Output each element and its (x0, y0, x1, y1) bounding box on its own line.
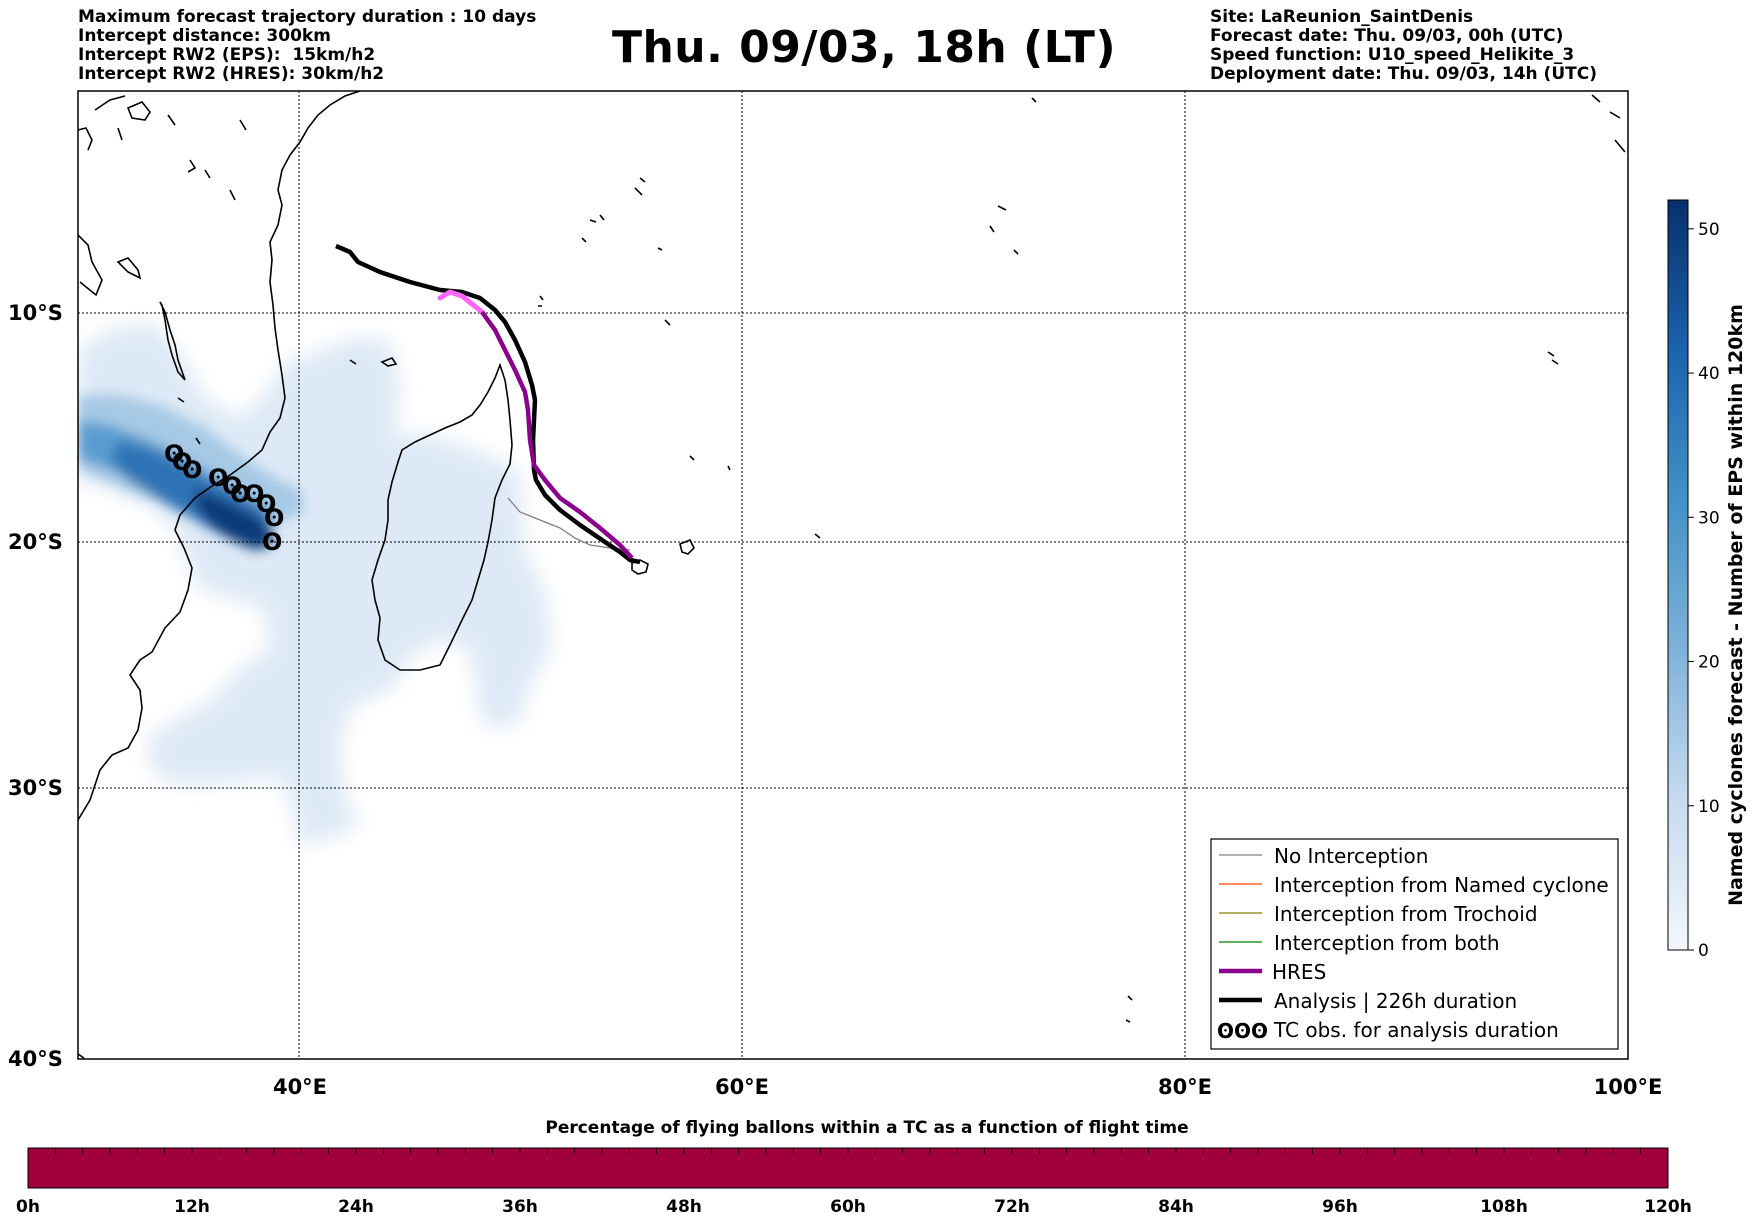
hres-track-early (437, 289, 485, 315)
flight-time-tick-label: 12h (174, 1197, 210, 1217)
coast-comoros (177, 357, 398, 445)
header-right-line1: Site: LaReunion_SaintDenis (1210, 7, 1474, 27)
colorbar-tick-label: 50 (1698, 220, 1720, 240)
colorbar-ticks: 0 10 20 30 40 50 (1688, 220, 1720, 961)
legend-box (1210, 838, 1619, 1050)
tc-obs-symbol: ʘ (172, 448, 192, 476)
lat-label-10s: 10°S (8, 301, 63, 325)
legend-label-both: Interception from both (1274, 931, 1500, 955)
legend-label-tc-obs: TC obs. for analysis duration (1273, 1018, 1559, 1042)
flight-time-tick-label: 84h (1158, 1197, 1194, 1217)
flight-time-bar-fill (27, 1147, 1669, 1189)
lon-label-60e: 60°E (715, 1075, 769, 1099)
flight-time-tick-label: 72h (994, 1197, 1030, 1217)
flight-time-tick-label: 36h (502, 1197, 538, 1217)
colorbar-tick-label: 0 (1698, 941, 1709, 961)
tc-obs-symbol: ʘ (222, 472, 242, 500)
legend: ʘʘʘ No Interception Interception from Na… (1210, 838, 1619, 1050)
colorbar-tick-label: 20 (1698, 653, 1720, 673)
tc-obs-symbols: ʘ ʘ ʘ ʘ ʘ ʘ ʘ ʘ ʘ ʘ (164, 440, 284, 556)
legend-label-no-interception: No Interception (1274, 844, 1428, 868)
tc-obs-symbol: ʘ (244, 480, 264, 508)
flight-time-bar: Percentage of flying ballons within a TC… (16, 1118, 1692, 1217)
flight-time-tick-label: 60h (830, 1197, 866, 1217)
lat-labels: 10°S 20°S 30°S 40°S (8, 301, 63, 1071)
tc-obs-symbol: ʘ (256, 490, 276, 518)
tc-obs-symbol: ʘ (264, 504, 284, 532)
flight-time-tick-label: 0h (16, 1197, 40, 1217)
coast-madagascar (371, 362, 513, 671)
tc-obs-symbol: ʘ (164, 440, 184, 468)
hres-track (480, 310, 634, 560)
legend-tc-obs-icon: ʘʘʘ (1217, 1019, 1268, 1043)
tc-obs-symbol: ʘ (208, 464, 228, 492)
lon-labels: 40°E 60°E 80°E 100°E (273, 1075, 1662, 1099)
header-left-line1: Maximum forecast trajectory duration : 1… (78, 7, 537, 27)
coastlines (78, 91, 1626, 1059)
flight-time-bar-ticks: 0h 12h 24h 36h 48h 60h 72h 84h 96h 108h 120h (16, 1148, 1692, 1217)
colorbar-gradient (1667, 199, 1689, 951)
lon-label-100e: 100°E (1594, 1075, 1663, 1099)
density-field (78, 322, 552, 845)
colorbar: 0 10 20 30 40 50 Named cyclones forecast - Nu… (1667, 199, 1747, 961)
flight-time-bar-title: Percentage of flying ballons within a TC… (545, 1118, 1188, 1138)
colorbar-tick-label: 10 (1698, 797, 1720, 817)
coast-africa-west (116, 257, 186, 381)
map-frame (77, 90, 1629, 1060)
coast-mauritius (679, 538, 695, 555)
flight-time-tick-label: 24h (338, 1197, 374, 1217)
header-left-line3: Intercept RW2 (EPS): 15km/h2 (78, 45, 376, 65)
coast-horn (78, 95, 247, 201)
legend-label-trochoid: Interception from Trochoid (1274, 902, 1538, 926)
map-layers: ʘ ʘ ʘ ʘ ʘ ʘ ʘ ʘ ʘ ʘ (78, 91, 1628, 1059)
header-right: Site: LaReunion_SaintDenis Forecast date:… (1210, 8, 1597, 84)
lat-label-40s: 40°S (8, 1047, 63, 1071)
coast-africa-east (78, 91, 361, 821)
coast-islands (78, 94, 1626, 1059)
lon-label-80e: 80°E (1158, 1075, 1212, 1099)
header-left-line4: Intercept RW2 (HRES): 30km/h2 (78, 64, 385, 84)
flight-time-tick-label: 120h (1644, 1197, 1692, 1217)
legend-label-hres: HRES (1272, 960, 1326, 984)
tc-obs-symbol: ʘ (230, 480, 250, 508)
flight-time-tick-label: 96h (1322, 1197, 1358, 1217)
tc-obs-symbol: ʘ (262, 528, 282, 556)
header-right-line3: Speed function: U10_speed_Helikite_3 (1210, 45, 1575, 65)
lat-label-30s: 30°S (8, 776, 63, 800)
density-level-mid (78, 395, 305, 550)
no-interception-track (507, 497, 631, 551)
page-title-wrap: Thu. 09/03, 18h (LT) (0, 22, 1754, 73)
tc-obs-symbol: ʘ (182, 456, 202, 484)
gridlines (78, 91, 1628, 1059)
colorbar-title: Named cyclones forecast - Number of EPS … (1725, 304, 1747, 906)
colorbar-tick-label: 30 (1698, 508, 1720, 528)
header-left-line2: Intercept distance: 300km (78, 26, 331, 46)
flight-time-tick-label: 108h (1480, 1197, 1528, 1217)
colorbar-tick-label: 40 (1698, 364, 1720, 384)
lat-label-20s: 20°S (8, 530, 63, 554)
legend-label-analysis: Analysis | 226h duration (1274, 989, 1517, 1013)
lon-label-40e: 40°E (273, 1075, 327, 1099)
flight-time-tick-label: 48h (666, 1197, 702, 1217)
header-right-line4: Deployment date: Thu. 09/03, 14h (UTC) (1210, 64, 1597, 84)
header-left: Maximum forecast trajectory duration : 1… (78, 8, 536, 84)
analysis-track (335, 243, 641, 565)
page-title: Thu. 09/03, 18h (LT) (611, 22, 1117, 73)
legend-label-named-cyclone: Interception from Named cyclone (1274, 873, 1609, 897)
header-right-line2: Forecast date: Thu. 09/03, 00h (UTC) (1210, 26, 1564, 46)
